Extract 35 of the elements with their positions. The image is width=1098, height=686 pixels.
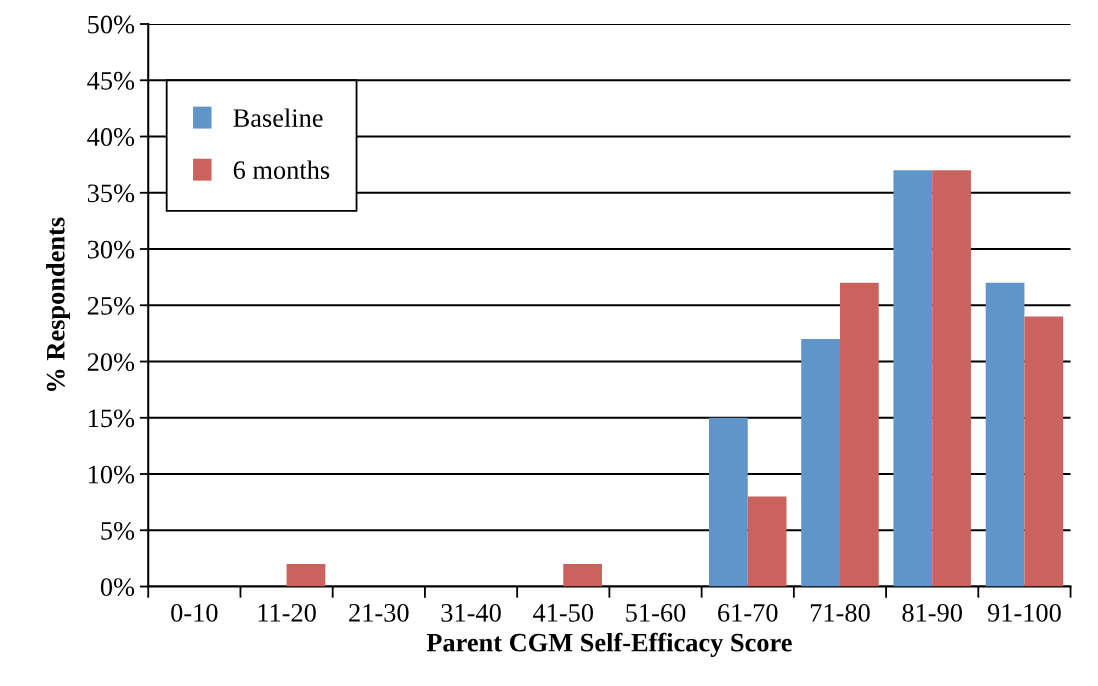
bar xyxy=(563,564,603,587)
legend-label: 6 months xyxy=(233,160,330,180)
y-tick-label: 40% xyxy=(87,128,135,147)
y-tick-label: 25% xyxy=(87,296,135,315)
x-tick-label: 0-10 xyxy=(171,603,218,622)
legend-label: Baseline xyxy=(233,108,323,127)
y-tick-label: 0% xyxy=(100,578,135,597)
bar xyxy=(839,282,879,587)
y-tick-label: 35% xyxy=(87,184,135,203)
bar xyxy=(985,282,1025,587)
bar xyxy=(1024,316,1064,587)
x-tick-label: 51-60 xyxy=(626,603,686,622)
bar xyxy=(801,339,840,587)
y-axis-title: % Respondents xyxy=(46,217,70,391)
bar xyxy=(932,170,971,587)
y-tick-label: 45% xyxy=(87,71,135,90)
bar xyxy=(747,496,787,587)
x-tick-label: 81-90 xyxy=(902,603,962,622)
x-tick-label: 41-50 xyxy=(533,603,594,622)
bar xyxy=(286,564,326,587)
bar xyxy=(893,170,933,587)
x-tick-label: 71-80 xyxy=(810,603,870,622)
y-tick-label: 5% xyxy=(101,521,135,540)
x-tick-label: 61-70 xyxy=(718,603,778,622)
y-tick-label: 30% xyxy=(87,240,135,259)
y-tick-label: 20% xyxy=(87,353,135,372)
bar xyxy=(709,417,748,587)
x-tick-label: 91-100 xyxy=(987,603,1061,622)
x-axis-title: Parent CGM Self-Efficacy Score xyxy=(426,632,792,657)
x-tick-label: 11-20 xyxy=(258,603,316,622)
y-tick-label: 10% xyxy=(88,465,135,484)
x-tick-label: 31-40 xyxy=(441,603,501,622)
y-tick-label: 50% xyxy=(88,15,135,34)
y-tick-label: 15% xyxy=(88,409,135,428)
x-tick-label: 21-30 xyxy=(349,603,409,622)
